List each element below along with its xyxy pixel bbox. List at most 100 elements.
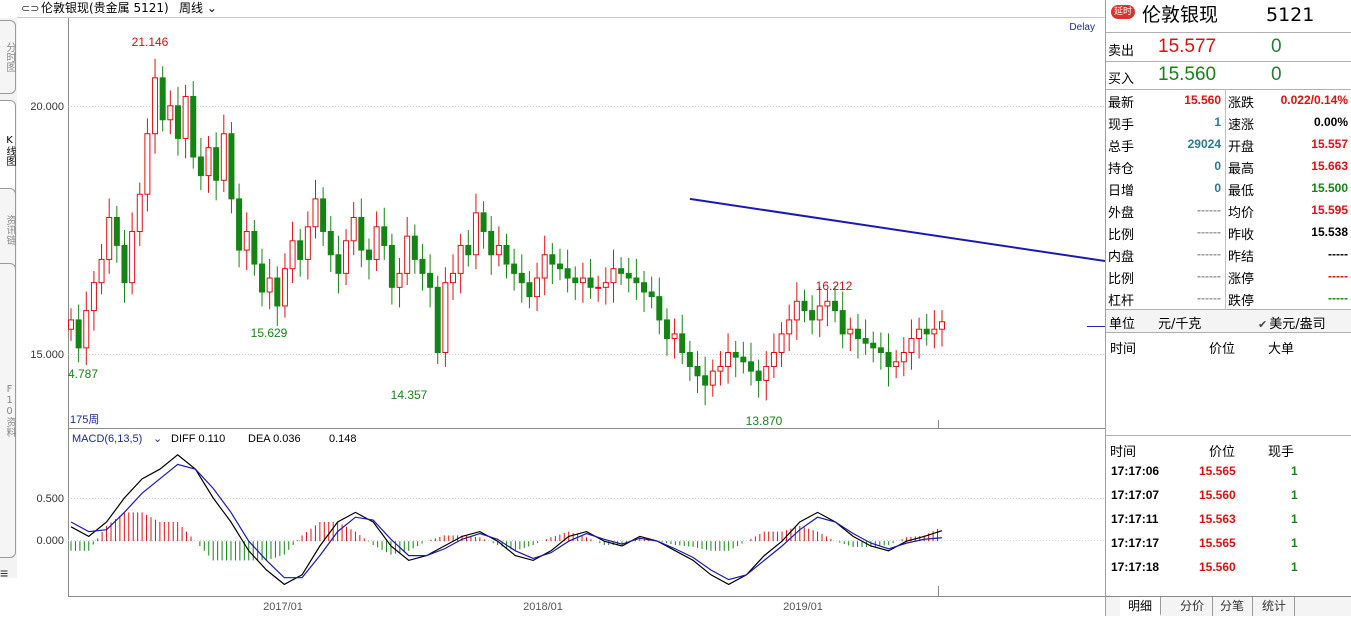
candle[interactable] [732, 352, 739, 358]
candle[interactable] [213, 147, 220, 181]
macd-label[interactable]: MACD(6,13,5) [72, 433, 142, 445]
period-selector[interactable]: 周线 ⌄ [179, 0, 217, 17]
candle[interactable] [129, 230, 136, 284]
candle[interactable] [404, 235, 411, 274]
candle[interactable] [809, 310, 816, 321]
candle[interactable] [725, 352, 732, 367]
candle[interactable] [709, 370, 716, 386]
tab-tick[interactable]: 分笔 [1212, 597, 1254, 616]
candle[interactable] [900, 352, 907, 363]
tick-row[interactable]: 17:17:17 15.565 1 [1106, 531, 1351, 555]
candle[interactable] [740, 356, 747, 363]
candle[interactable] [763, 365, 770, 381]
candle[interactable] [434, 286, 441, 354]
candle[interactable] [388, 244, 395, 288]
candle[interactable] [228, 133, 235, 200]
chevron-down-icon[interactable]: ⌄ [153, 433, 162, 445]
candle[interactable] [136, 193, 143, 232]
candle[interactable] [526, 282, 533, 298]
candle[interactable] [419, 258, 426, 274]
candle[interactable] [205, 147, 212, 177]
candle[interactable] [236, 198, 243, 251]
candle[interactable] [877, 347, 884, 354]
candle[interactable] [488, 230, 495, 256]
candle[interactable] [854, 328, 861, 340]
candle[interactable] [832, 300, 839, 312]
candle[interactable] [702, 375, 709, 386]
candle[interactable] [916, 328, 923, 340]
candle[interactable] [587, 277, 594, 288]
sell-row[interactable]: 卖出 15.577 0 [1106, 33, 1351, 62]
candle[interactable] [633, 277, 640, 284]
candle[interactable] [266, 277, 273, 293]
candle[interactable] [220, 133, 227, 181]
candle[interactable] [663, 319, 670, 340]
tab-intraday-chart[interactable]: 分时图 [0, 20, 16, 94]
candle[interactable] [144, 133, 151, 195]
tick-row[interactable]: 17:17:06 15.565 1 [1106, 459, 1351, 483]
candle[interactable] [686, 352, 693, 367]
candle[interactable] [931, 328, 938, 335]
candle[interactable] [679, 333, 686, 354]
candle[interactable] [457, 244, 464, 274]
candle[interactable] [549, 254, 556, 265]
candle[interactable] [152, 77, 159, 135]
candle[interactable] [847, 328, 854, 335]
candle[interactable] [472, 212, 479, 256]
candle[interactable] [297, 240, 304, 260]
candle[interactable] [335, 254, 342, 274]
tab-price-dist[interactable]: 分价 [1172, 597, 1214, 616]
candle[interactable] [343, 240, 350, 274]
candle[interactable] [427, 272, 434, 288]
candle[interactable] [602, 282, 609, 288]
candle[interactable] [786, 319, 793, 335]
candle[interactable] [801, 300, 808, 312]
candle[interactable] [75, 319, 82, 349]
tab-f10-info[interactable]: F10资料 [0, 263, 16, 558]
candle[interactable] [511, 263, 518, 274]
candle[interactable] [778, 333, 785, 354]
candle[interactable] [182, 95, 189, 139]
unit-option-rmb[interactable]: 元/千克 [1158, 317, 1202, 332]
candle[interactable] [365, 249, 372, 260]
candle[interactable] [274, 277, 281, 307]
candle[interactable] [121, 244, 128, 284]
candle[interactable] [320, 198, 327, 232]
candle[interactable] [350, 217, 357, 242]
candle[interactable] [450, 272, 457, 284]
candle[interactable] [564, 268, 571, 279]
candle[interactable] [518, 272, 525, 284]
candle[interactable] [793, 300, 800, 321]
candle[interactable] [174, 105, 181, 139]
candle[interactable] [939, 321, 945, 330]
candle[interactable] [908, 338, 915, 354]
candle[interactable] [495, 244, 502, 256]
candle[interactable] [381, 226, 388, 246]
candle[interactable] [190, 95, 197, 158]
candle[interactable] [656, 296, 663, 321]
candle[interactable] [197, 156, 204, 177]
candle[interactable] [770, 352, 777, 367]
candle[interactable] [694, 365, 701, 377]
candle[interactable] [534, 277, 541, 298]
menu-icon[interactable]: ≡ [0, 565, 9, 581]
link-icon[interactable]: ⊂⊃ [21, 2, 40, 15]
candle[interactable] [824, 300, 831, 307]
candle[interactable] [312, 198, 319, 228]
tick-row[interactable]: 17:17:18 15.560 1 [1106, 555, 1351, 579]
candle[interactable] [923, 328, 930, 335]
candle[interactable] [503, 244, 510, 265]
candle[interactable] [618, 268, 625, 274]
candle[interactable] [259, 263, 266, 293]
candle[interactable] [747, 361, 754, 372]
candle[interactable] [885, 352, 892, 367]
buy-row[interactable]: 买入 15.560 0 [1106, 61, 1351, 90]
candle[interactable] [816, 305, 823, 321]
candle[interactable] [839, 310, 846, 335]
candle[interactable] [465, 244, 472, 256]
candle[interactable] [411, 235, 418, 260]
candle[interactable] [579, 277, 586, 284]
candle[interactable] [159, 77, 166, 121]
tick-row[interactable]: 17:17:07 15.560 1 [1106, 483, 1351, 507]
